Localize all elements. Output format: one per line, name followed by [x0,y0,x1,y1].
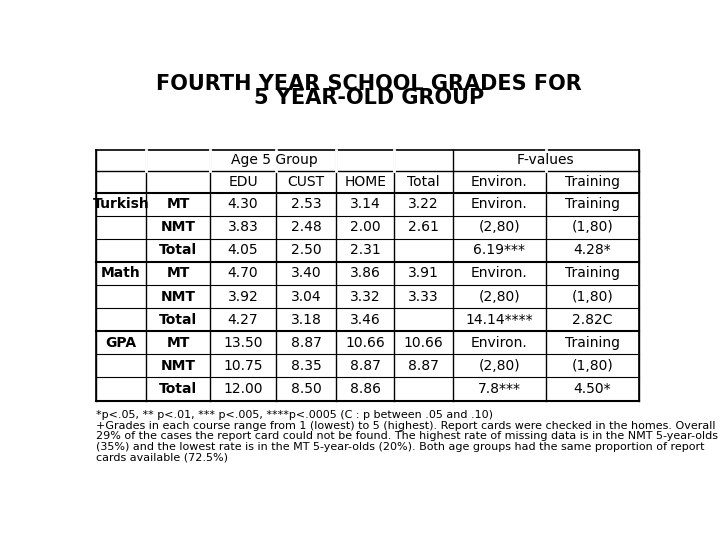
Text: 4.27: 4.27 [228,313,258,327]
Text: 3.18: 3.18 [291,313,322,327]
Text: 2.31: 2.31 [350,244,380,258]
Text: 2.82C: 2.82C [572,313,613,327]
Text: Total: Total [159,313,197,327]
Text: 2.00: 2.00 [350,220,380,234]
Text: MT: MT [166,266,189,280]
Text: Total: Total [407,175,440,189]
Text: NMT: NMT [161,289,195,303]
Text: 8.87: 8.87 [408,359,438,373]
Text: 3.32: 3.32 [350,289,380,303]
Text: Training: Training [564,336,620,350]
Text: 4.28*: 4.28* [573,244,611,258]
Text: (35%) and the lowest rate is in the MT 5-year-olds (20%). Both age groups had th: (35%) and the lowest rate is in the MT 5… [96,442,705,452]
Text: Training: Training [564,175,620,189]
Text: *p<.05, ** p<.01, *** p<.005, ****p<.0005 (C : p between .05 and .10): *p<.05, ** p<.01, *** p<.005, ****p<.000… [96,410,493,420]
Text: 10.66: 10.66 [346,336,385,350]
Text: GPA: GPA [105,336,137,350]
Text: 3.40: 3.40 [291,266,322,280]
Text: 29% of the cases the report card could not be found. The highest rate of missing: 29% of the cases the report card could n… [96,431,719,441]
Text: Training: Training [564,197,620,211]
Text: 4.50*: 4.50* [573,382,611,396]
Text: (1,80): (1,80) [572,359,613,373]
Text: 10.66: 10.66 [403,336,443,350]
Text: HOME: HOME [344,175,386,189]
Text: 6.19***: 6.19*** [473,244,525,258]
Text: CUST: CUST [288,175,325,189]
Text: (1,80): (1,80) [572,289,613,303]
Text: (2,80): (2,80) [478,359,520,373]
Text: MT: MT [166,197,189,211]
Text: EDU: EDU [228,175,258,189]
Text: 8.50: 8.50 [291,382,322,396]
Text: F-values: F-values [517,153,575,167]
Text: 10.75: 10.75 [223,359,263,373]
Text: NMT: NMT [161,359,195,373]
Text: 2.53: 2.53 [291,197,322,211]
Text: +Grades in each course range from 1 (lowest) to 5 (highest). Report cards were c: +Grades in each course range from 1 (low… [96,421,720,430]
Text: 5 YEAR-OLD GROUP: 5 YEAR-OLD GROUP [254,88,484,108]
Text: 3.22: 3.22 [408,197,438,211]
Text: 3.33: 3.33 [408,289,438,303]
Text: 4.05: 4.05 [228,244,258,258]
Text: 3.83: 3.83 [228,220,258,234]
Text: 3.04: 3.04 [291,289,322,303]
Text: 3.92: 3.92 [228,289,258,303]
Text: Math: Math [101,266,141,280]
Text: 2.61: 2.61 [408,220,438,234]
Text: 4.30: 4.30 [228,197,258,211]
Text: NMT: NMT [161,220,195,234]
Text: 8.87: 8.87 [350,359,381,373]
Text: 8.87: 8.87 [291,336,322,350]
Text: 13.50: 13.50 [223,336,263,350]
Text: cards available (72.5%): cards available (72.5%) [96,453,228,463]
Text: 14.14****: 14.14**** [465,313,533,327]
Text: 3.14: 3.14 [350,197,380,211]
Text: 8.86: 8.86 [350,382,381,396]
Text: Total: Total [159,244,197,258]
Text: 4.70: 4.70 [228,266,258,280]
Text: 2.50: 2.50 [291,244,322,258]
Text: Environ.: Environ. [471,197,528,211]
Text: Environ.: Environ. [471,336,528,350]
Text: Environ.: Environ. [471,175,528,189]
Text: MT: MT [166,336,189,350]
Text: Age 5 Group: Age 5 Group [231,153,318,167]
Text: 12.00: 12.00 [223,382,263,396]
Text: Training: Training [564,266,620,280]
Text: 7.8***: 7.8*** [477,382,521,396]
Text: Environ.: Environ. [471,266,528,280]
Text: 2.48: 2.48 [291,220,322,234]
Text: Total: Total [159,382,197,396]
Text: (1,80): (1,80) [572,220,613,234]
Text: FOURTH YEAR SCHOOL GRADES FOR: FOURTH YEAR SCHOOL GRADES FOR [156,74,582,94]
Text: 8.35: 8.35 [291,359,322,373]
Text: 3.91: 3.91 [408,266,438,280]
Text: 3.46: 3.46 [350,313,380,327]
Text: (2,80): (2,80) [478,220,520,234]
Text: (2,80): (2,80) [478,289,520,303]
Text: 3.86: 3.86 [350,266,381,280]
Text: Turkish: Turkish [93,197,149,211]
